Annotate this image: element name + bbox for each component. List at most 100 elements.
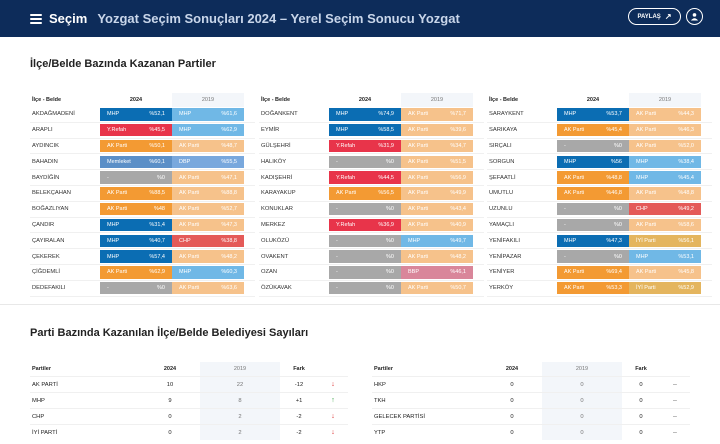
party-name[interactable]: MHP — [32, 397, 45, 404]
district-row[interactable]: BAYDİĞİN - %0 AK Parti %47,1 — [30, 170, 255, 186]
year-2024-header: 2024 — [586, 97, 600, 103]
district-name[interactable]: OVAKENT — [261, 253, 289, 260]
menu-icon[interactable] — [30, 13, 42, 24]
party-name: AK Parti — [336, 190, 357, 197]
district-row[interactable]: ARAPLI Y.Refah %45,5 MHP %62,9 — [30, 123, 255, 139]
party-name[interactable]: AK PARTİ — [32, 381, 58, 388]
district-name[interactable]: BAHADIN — [32, 158, 58, 165]
district-row[interactable]: YERKÖY AK Parti %53,3 İYİ Parti %52,9 — [487, 281, 712, 297]
district-name[interactable]: YERKÖY — [489, 285, 514, 292]
district-row[interactable]: KADIŞEHRİ Y.Refah %44,5 AK Parti %56,9 — [259, 170, 484, 186]
district-name[interactable]: ÇAYIRALAN — [32, 237, 65, 244]
party-name[interactable]: YTP — [374, 429, 386, 436]
district-row[interactable]: SARAYKENT MHP %53,7 AK Parti %44,3 — [487, 107, 712, 123]
district-row[interactable]: ÖZÜKAVAK - %0 AK Parti %50,7 — [259, 281, 484, 297]
party-row[interactable]: CHP 0 2 -2 ↓ — [30, 408, 348, 424]
district-name[interactable]: UMUTLU — [489, 190, 514, 197]
share-button[interactable]: PAYLAŞ ↗ — [628, 8, 681, 25]
district-row[interactable]: MERKEZ Y.Refah %36,9 AK Parti %40,9 — [259, 218, 484, 234]
district-row[interactable]: KONUKLAR - %0 AK Parti %43,4 — [259, 202, 484, 218]
district-row[interactable]: AKDAĞMADENİ MHP %52,1 MHP %61,6 — [30, 107, 255, 123]
district-row[interactable]: BOĞAZLIYAN AK Parti %48 AK Parti %52,7 — [30, 202, 255, 218]
district-row[interactable]: AYDINCIK AK Parti %50,1 AK Parti %48,7 — [30, 139, 255, 155]
district-name[interactable]: HALIKÖY — [261, 158, 287, 165]
party-row[interactable]: GELECEK PARTİSİ 0 0 0 – — [372, 408, 690, 424]
district-name[interactable]: YENİPAZAR — [489, 253, 522, 260]
district-name[interactable]: KARAYAKUP — [261, 190, 296, 197]
party-row[interactable]: YTP 0 0 0 – — [372, 424, 690, 440]
party-name: AK Parti — [636, 269, 657, 276]
district-row[interactable]: YENİFAKILI MHP %47,3 İYİ Parti %56,1 — [487, 233, 712, 250]
district-row[interactable]: KARAYAKUP AK Parti %56,5 AK Parti %49,9 — [259, 186, 484, 202]
district-name[interactable]: DEDEFAKILI — [32, 285, 66, 292]
district-name[interactable]: ÇİĞDEMLİ — [32, 269, 61, 276]
district-name[interactable]: DOĞANKENT — [261, 111, 298, 118]
party-name: - — [336, 269, 338, 276]
district-row[interactable]: ÇEKEREK MHP %57,4 AK Parti %48,2 — [30, 249, 255, 265]
district-name[interactable]: GÜLŞEHRİ — [261, 142, 291, 149]
district-row[interactable]: SIRÇALI - %0 AK Parti %52,0 — [487, 139, 712, 155]
district-name[interactable]: BAYDİĞİN — [32, 174, 60, 181]
district-row[interactable]: HALIKÖY - %0 AK Parti %51,5 — [259, 154, 484, 171]
district-row[interactable]: GÜLŞEHRİ Y.Refah %31,9 AK Parti %34,7 — [259, 139, 484, 155]
district-row[interactable]: SORGUN MHP %56 MHP %38,4 — [487, 154, 712, 171]
party-name: AK Parti — [408, 221, 429, 228]
district-name[interactable]: AKDAĞMADENİ — [32, 111, 75, 118]
district-name[interactable]: SIRÇALI — [489, 142, 512, 149]
district-row[interactable]: BELEKÇAHAN AK Parti %88,5 AK Parti %88,8 — [30, 186, 255, 202]
district-name[interactable]: AYDINCIK — [32, 142, 59, 149]
district-row[interactable]: ÇANDIR MHP %31,4 AK Parti %47,3 — [30, 218, 255, 234]
party-row[interactable]: HKP 0 0 0 – — [372, 376, 690, 392]
party-name[interactable]: TKH — [374, 397, 386, 404]
district-name[interactable]: YAMAÇLI — [489, 221, 515, 228]
party-row[interactable]: AK PARTİ 10 22 -12 ↓ — [30, 376, 348, 392]
district-name[interactable]: YENİYER — [489, 269, 515, 276]
district-name[interactable]: KONUKLAR — [261, 206, 293, 213]
district-row[interactable]: DEDEFAKILI - %0 AK Parti %63,6 — [30, 281, 255, 297]
district-row[interactable]: ÇİĞDEMLİ AK Parti %62,9 MHP %60,3 — [30, 265, 255, 281]
district-row[interactable]: OVAKENT - %0 AK Parti %48,2 — [259, 249, 484, 265]
district-name[interactable]: YENİFAKILI — [489, 237, 520, 244]
district-row[interactable]: YENİPAZAR - %0 MHP %53,1 — [487, 249, 712, 265]
district-name[interactable]: ÖZÜKAVAK — [261, 285, 292, 292]
district-name[interactable]: ÇANDIR — [32, 221, 55, 228]
district-name[interactable]: EYMİR — [261, 127, 280, 134]
district-row[interactable]: YAMAÇLI - %0 AK Parti %58,6 — [487, 218, 712, 234]
district-name[interactable]: BOĞAZLIYAN — [32, 206, 69, 213]
party-row[interactable]: MHP 9 8 +1 ↑ — [30, 392, 348, 408]
result-2019: BBP %46,1 — [401, 266, 473, 279]
district-row[interactable]: ŞEFAATLİ AK Parti %48,8 MHP %45,4 — [487, 170, 712, 186]
party-name[interactable]: CHP — [32, 413, 45, 420]
district-name[interactable]: OLUKÖZÜ — [261, 237, 290, 244]
district-row[interactable]: OLUKÖZÜ - %0 MHP %49,7 — [259, 233, 484, 250]
party-name[interactable]: İYİ PARTİ — [32, 429, 58, 436]
district-name[interactable]: ŞEFAATLİ — [489, 174, 516, 181]
brand-logo[interactable]: Seçim — [49, 11, 88, 26]
party-row[interactable]: İYİ PARTİ 0 2 -2 ↓ — [30, 424, 348, 440]
district-name[interactable]: BELEKÇAHAN — [32, 190, 71, 197]
district-name[interactable]: ARAPLI — [32, 127, 53, 134]
district-name[interactable]: OZAN — [261, 269, 278, 276]
result-2019: AK Parti %51,5 — [401, 155, 473, 169]
district-row[interactable]: YENİYER AK Parti %69,4 AK Parti %45,8 — [487, 265, 712, 281]
user-account-button[interactable] — [686, 8, 703, 25]
district-name[interactable]: KADIŞEHRİ — [261, 174, 293, 181]
district-name[interactable]: SARIKAYA — [489, 127, 518, 134]
district-name[interactable]: SORGUN — [489, 158, 515, 165]
district-row[interactable]: OZAN - %0 BBP %46,1 — [259, 265, 484, 281]
district-row[interactable]: UMUTLU AK Parti %46,8 AK Parti %48,8 — [487, 186, 712, 202]
district-name[interactable]: UZUNLU — [489, 206, 513, 213]
district-name[interactable]: SARAYKENT — [489, 111, 524, 118]
district-row[interactable]: BAHADIN Memleket %60,1 DBP %55,5 — [30, 154, 255, 171]
district-row[interactable]: ÇAYIRALAN MHP %40,7 CHP %38,8 — [30, 233, 255, 250]
district-row[interactable]: DOĞANKENT MHP %74,9 AK Parti %71,7 — [259, 107, 484, 123]
party-row[interactable]: TKH 0 0 0 – — [372, 392, 690, 408]
district-name[interactable]: ÇEKEREK — [32, 253, 60, 260]
party-name[interactable]: HKP — [374, 381, 386, 388]
district-row[interactable]: UZUNLU - %0 CHP %49,2 — [487, 202, 712, 218]
vote-percent: %34,7 — [450, 142, 466, 149]
district-name[interactable]: MERKEZ — [261, 221, 286, 228]
district-row[interactable]: SARIKAYA AK Parti %45,4 AK Parti %46,3 — [487, 123, 712, 139]
district-row[interactable]: EYMİR MHP %58,5 AK Parti %39,6 — [259, 123, 484, 139]
party-name[interactable]: GELECEK PARTİSİ — [374, 413, 426, 420]
